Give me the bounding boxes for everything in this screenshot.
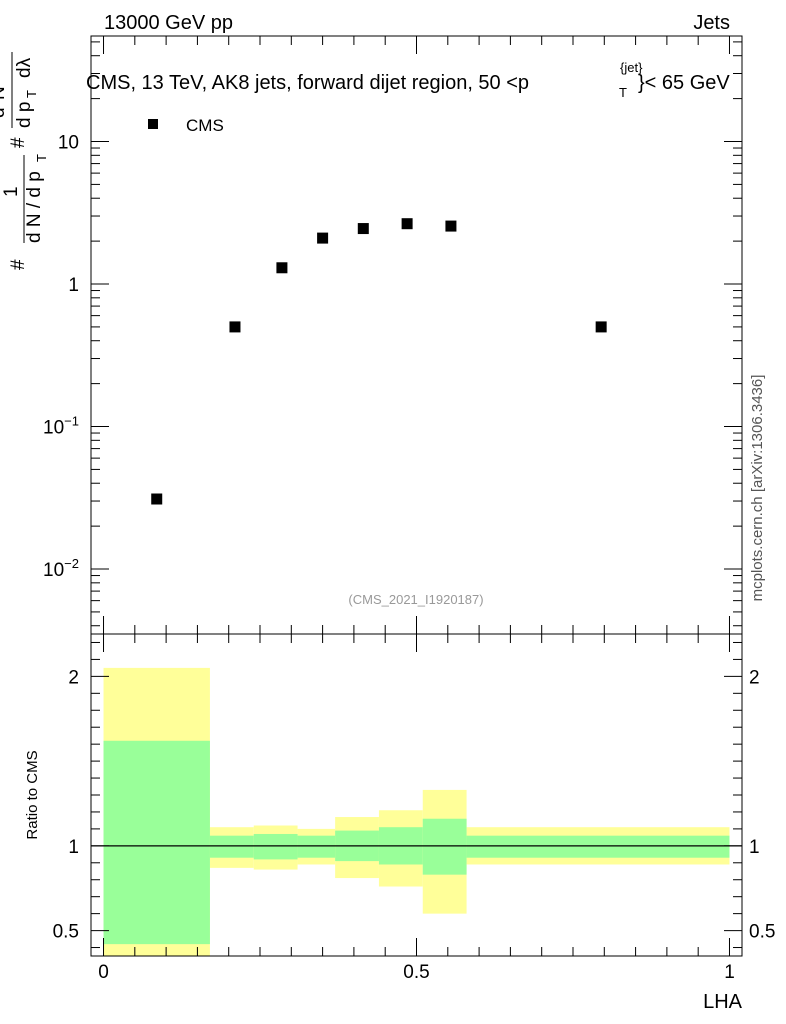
data-point-cms bbox=[229, 321, 241, 333]
ylabel-frac2-den-sub: T bbox=[24, 90, 39, 98]
main-title-sup: {jet} bbox=[620, 60, 643, 75]
data-series-cms bbox=[151, 218, 607, 505]
main-panel: 10−2 10−1 1 10 CMS, 13 TeV, AK8 jets, forwa… bbox=[0, 35, 743, 635]
ratio-band-inner bbox=[209, 835, 254, 858]
ylabel-frac2-num2: N bbox=[0, 86, 9, 100]
ratio-y-tick-label-left: 2 bbox=[68, 667, 79, 688]
ratio-y-axis-label: Ratio to CMS bbox=[24, 750, 41, 839]
main-title: CMS, 13 TeV, AK8 jets, forward dijet reg… bbox=[86, 60, 730, 100]
ylabel-frac2-num: d bbox=[0, 107, 9, 118]
ratio-y-tick-label-right: 1 bbox=[749, 837, 760, 858]
ratio-band-inner bbox=[103, 740, 210, 945]
main-y-axis-label: # 1 d N / d p T # d 2 N d p T dλ # bbox=[0, 52, 49, 270]
ratio-y-axis: 0.5 0.5 1 1 2 2 bbox=[53, 641, 775, 949]
data-point-cms bbox=[401, 218, 413, 230]
ylabel-frac2-den2: dλ bbox=[14, 57, 35, 78]
header-process-label: Jets bbox=[693, 12, 730, 34]
x-tick-label: 0.5 bbox=[403, 962, 429, 983]
ylabel-den1-sub: T bbox=[34, 154, 49, 162]
ylabel-hash2: # bbox=[8, 137, 29, 148]
main-title-text: CMS, 13 TeV, AK8 jets, forward dijet reg… bbox=[86, 72, 529, 94]
side-source-label: mcplots.cern.ch [arXiv:1306.3436] bbox=[749, 375, 766, 602]
main-y-tick-label: 1 bbox=[68, 275, 79, 296]
ratio-band-inner bbox=[466, 835, 730, 858]
ylabel-den1: d N / d p bbox=[24, 171, 45, 243]
ylabel-hash1: # bbox=[8, 259, 29, 270]
data-point-cms bbox=[317, 232, 329, 244]
analysis-watermark: (CMS_2021_I1920187) bbox=[348, 592, 483, 607]
main-y-tick-label: 10 bbox=[58, 133, 79, 154]
ratio-band-inner bbox=[253, 833, 298, 860]
legend-marker-cms bbox=[148, 119, 158, 129]
ratio-y-tick-label-right: 0.5 bbox=[749, 922, 775, 943]
main-y-axis: 10−2 10−1 1 10 bbox=[43, 41, 742, 627]
ratio-uncertainty-bands bbox=[103, 667, 730, 956]
x-axis-label: LHA bbox=[703, 991, 743, 1013]
header-energy-label: 13000 GeV pp bbox=[104, 12, 233, 34]
ratio-y-tick-label-left: 0.5 bbox=[53, 922, 79, 943]
ratio-x-axis: 0 0.5 1 bbox=[98, 634, 735, 983]
legend-label-cms: CMS bbox=[186, 116, 224, 135]
data-point-cms bbox=[357, 223, 369, 235]
main-y-tick-label: 10−2 bbox=[43, 556, 79, 581]
ylabel-one: 1 bbox=[1, 186, 22, 197]
main-y-tick-label: 10−1 bbox=[43, 414, 79, 439]
ratio-band-inner bbox=[297, 835, 336, 858]
ylabel-frac2-den: d p bbox=[14, 102, 35, 128]
x-tick-label: 1 bbox=[724, 962, 735, 983]
data-point-cms bbox=[276, 262, 288, 274]
legend: CMS bbox=[148, 116, 224, 135]
svg-text:CMS, 13 TeV, AK8 jets, forward: CMS, 13 TeV, AK8 jets, forward dijet reg… bbox=[86, 72, 529, 94]
main-title-sub: T bbox=[619, 85, 627, 100]
main-x-ticks bbox=[103, 36, 730, 634]
data-point-cms bbox=[595, 321, 607, 333]
data-point-cms bbox=[445, 220, 457, 232]
ratio-band-inner bbox=[422, 818, 467, 875]
ratio-panel: 0.5 0.51 12 2 0 0.5 1 Ratio to CMS LHA bbox=[24, 633, 775, 1013]
data-point-cms bbox=[151, 493, 163, 505]
main-title-tail: }< 65 GeV bbox=[638, 72, 730, 94]
x-tick-label: 0 bbox=[98, 962, 109, 983]
ratio-y-tick-label-left: 1 bbox=[68, 837, 79, 858]
ratio-y-tick-label-right: 2 bbox=[749, 667, 760, 688]
